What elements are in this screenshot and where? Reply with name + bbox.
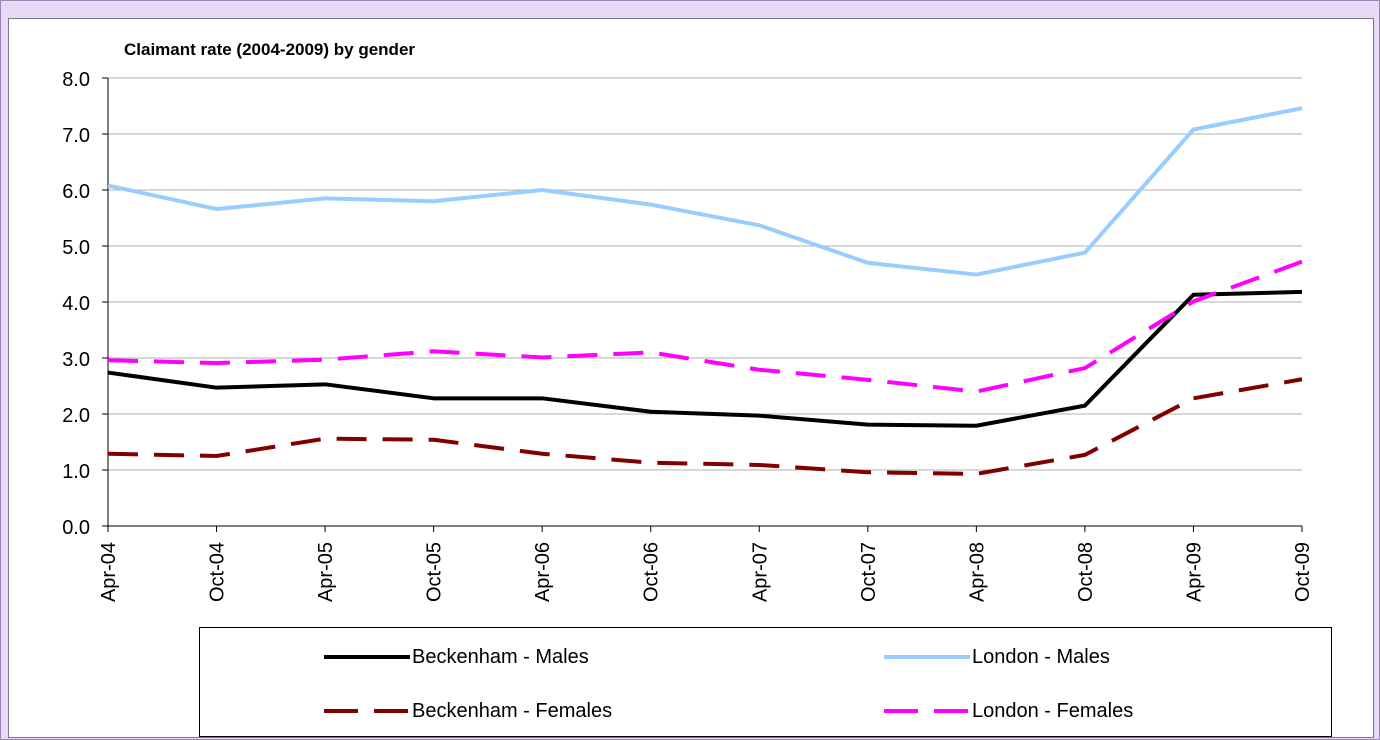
legend-label-london-males: London - Males [972,645,1110,668]
x-tick-label: Oct-07 [858,542,880,602]
y-tick-label: 5.0 [62,237,90,259]
x-tick-label: Oct-09 [1292,542,1314,602]
legend-item-london-females: London - Females [884,696,1133,726]
x-tick-label: Apr-08 [966,542,988,602]
legend-label-london-females: London - Females [972,699,1134,722]
series-line-london-males [107,106,1303,277]
y-tick-label: 8.0 [62,69,90,91]
legend-swatch-beckenham-males [324,655,410,659]
legend-item-beckenham-males: Beckenham - Males [324,642,589,672]
x-tick-label: Apr-09 [1183,542,1205,602]
x-tick-label: Oct-06 [641,542,663,602]
x-tick-label: Apr-06 [532,542,554,602]
y-tick-label: 7.0 [62,125,90,147]
legend-swatch-beckenham-females [324,709,410,713]
legend: Beckenham - Males London - Males Beckenh… [199,627,1332,737]
series-line-beckenham-males [107,289,1303,428]
y-tick-label: 2.0 [62,405,90,427]
legend-swatch-london-females [884,709,970,713]
y-tick-label: 1.0 [62,461,90,483]
x-tick-label: Oct-08 [1075,542,1097,602]
series-line-beckenham-females [107,377,1303,476]
y-tick-label: 6.0 [62,181,90,203]
legend-swatch-london-males [884,655,970,659]
legend-item-london-males: London - Males [884,642,1110,672]
x-tick-label: Apr-05 [315,542,337,602]
x-tick-label: Oct-05 [424,542,446,602]
legend-item-beckenham-females: Beckenham - Females [324,696,612,726]
y-tick-label: 4.0 [62,293,90,315]
y-tick-label: 3.0 [62,349,90,371]
x-tick-label: Apr-04 [98,542,120,602]
chart-area [8,18,1374,738]
x-tick-label: Oct-04 [207,542,229,602]
y-tick-label: 0.0 [62,517,90,539]
chart-title: Claimant rate (2004-2009) by gender [124,40,416,59]
series-line-london-females [107,259,1303,394]
legend-label-beckenham-males: Beckenham - Males [412,645,589,668]
legend-label-beckenham-females: Beckenham - Females [412,699,613,722]
x-tick-label: Apr-07 [749,542,771,602]
